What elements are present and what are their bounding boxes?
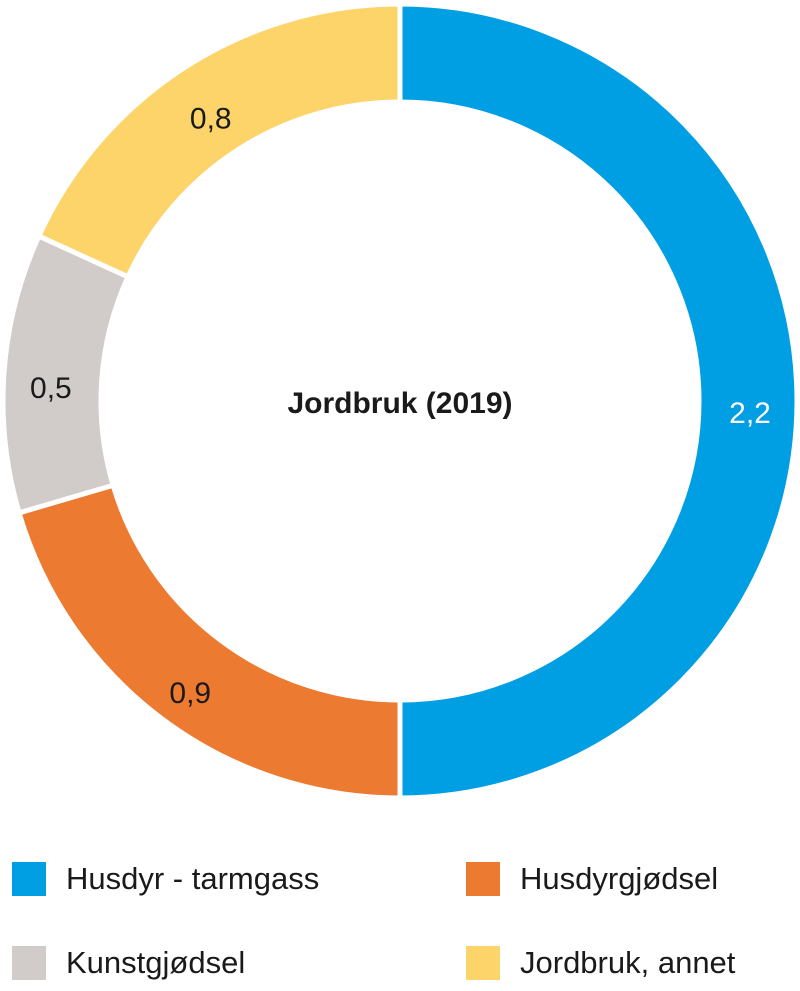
data-label: 0,8 [190,103,232,136]
legend-swatch [12,862,46,896]
legend-label: Husdyrgjødsel [520,861,719,896]
slice-husdyr-tarmgass [397,1,800,801]
legend-swatch [12,946,46,980]
legend-label: Husdyr - tarmgass [66,861,320,896]
legend-item-jordbruk-annet: Jordbruk, annet [466,945,735,981]
legend-item-husdyrgjodsel: Husdyrgjødsel [466,861,718,897]
legend-swatch [466,946,500,980]
chart-title: Jordbruk (2019) [287,387,512,420]
legend-label: Jordbruk, annet [520,945,736,980]
legend-item-husdyr-tarmgass: Husdyr - tarmgass [12,861,319,897]
legend-swatch [466,862,500,896]
legend-item-kunstgjodsel: Kunstgjødsel [12,945,245,981]
donut-chart: 2,2 0,9 0,5 0,8 Jordbruk (2019) [3,1,800,801]
data-label: 0,5 [30,372,72,405]
data-label: 0,9 [169,677,211,710]
slice-jordbruk-annet [35,1,403,281]
data-label: 2,2 [729,397,771,430]
slice-husdyrgj-dsel [15,482,403,801]
legend-label: Kunstgjødsel [66,945,246,980]
